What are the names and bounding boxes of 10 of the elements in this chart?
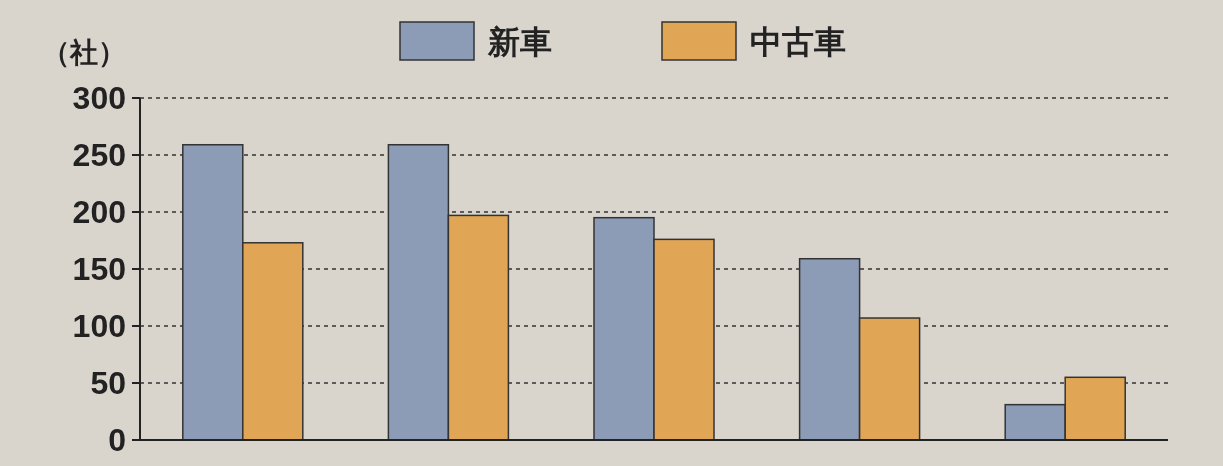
y-tick-label: 200	[72, 194, 126, 230]
y-tick-label: 100	[72, 308, 126, 344]
y-tick-label: 50	[90, 365, 126, 401]
legend-label: 中古車	[750, 24, 846, 60]
legend-label: 新車	[487, 24, 552, 60]
y-tick-label: 250	[72, 137, 126, 173]
y-tick-label: 0	[108, 422, 126, 458]
y-tick-label: 150	[72, 251, 126, 287]
y-axis-title: （社）	[42, 37, 126, 68]
y-tick-label: 300	[72, 80, 126, 116]
